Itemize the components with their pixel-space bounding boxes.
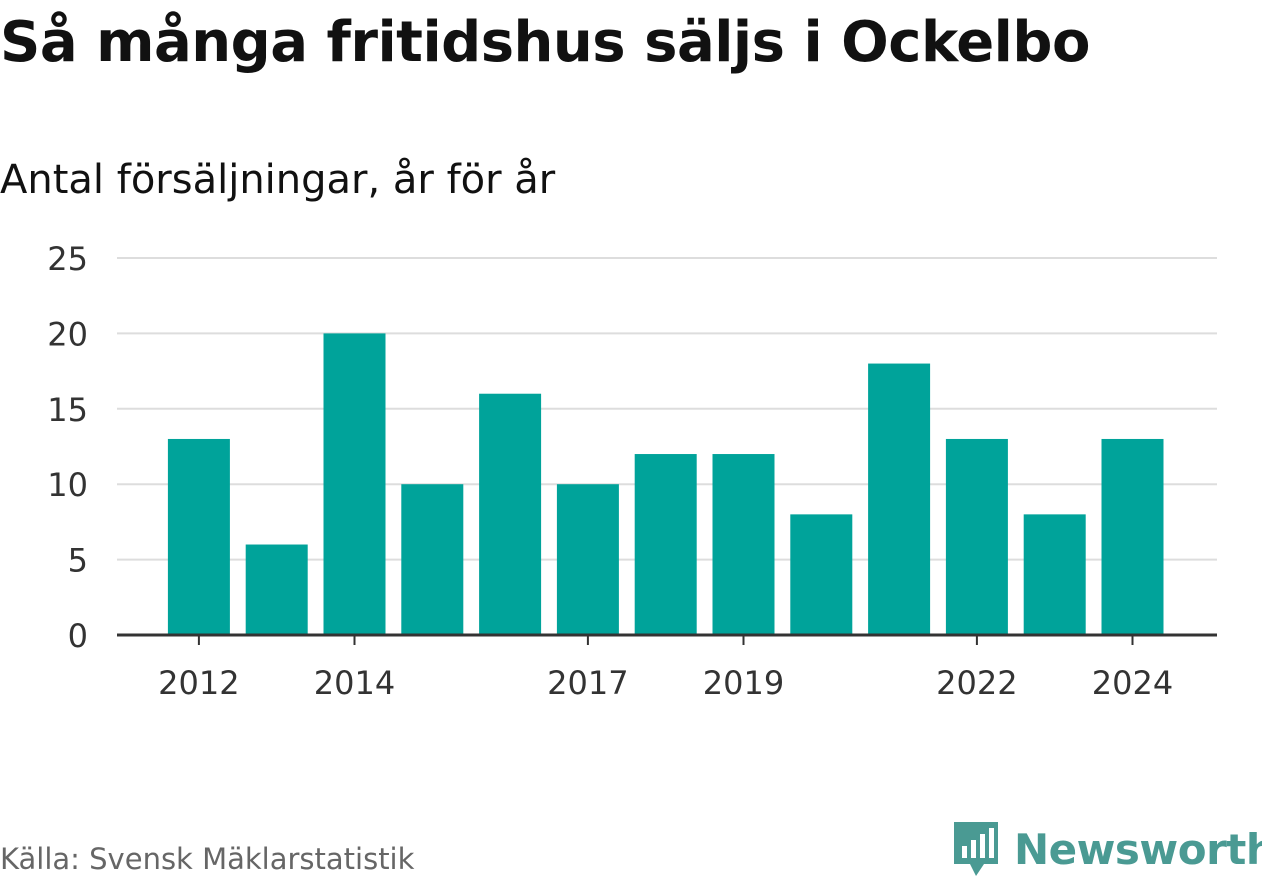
bar: [634, 454, 697, 635]
bar: [401, 484, 464, 635]
y-tick-label: 15: [47, 391, 88, 429]
bar: [1023, 514, 1086, 635]
y-tick-label: 0: [68, 617, 88, 655]
x-tick-label: 2022: [936, 664, 1017, 702]
bar: [245, 544, 308, 635]
bar: [790, 514, 853, 635]
bar: [167, 438, 230, 635]
axes: 0 5 10 15 20 25 2012 2014 2017 2019 2022 2024: [47, 240, 1217, 702]
y-tick-label: 10: [47, 466, 88, 504]
brand-logo: Newsworthy: [950, 818, 1262, 880]
x-tick-label: 2012: [158, 664, 239, 702]
bar: [556, 484, 619, 635]
bar: [1101, 438, 1164, 635]
brand-name: Newsworthy: [1014, 824, 1262, 874]
chart-subtitle: Antal försäljningar, år för år: [0, 157, 556, 203]
bar: [479, 393, 542, 635]
x-tick-label: 2014: [314, 664, 395, 702]
x-tick-label: 2019: [703, 664, 784, 702]
x-tick-label: 2017: [547, 664, 628, 702]
y-tick-label: 25: [47, 240, 88, 278]
bar: [323, 333, 386, 635]
bar: [712, 454, 775, 635]
bars: [167, 333, 1164, 635]
chart-title: Så många fritidshus säljs i Ockelbo: [0, 10, 1090, 75]
newsworthy-logo-icon: [954, 822, 998, 876]
bar: [945, 438, 1008, 635]
x-tick-label: 2024: [1092, 664, 1173, 702]
bar: [868, 363, 931, 635]
y-tick-label: 5: [68, 542, 88, 580]
y-tick-label: 20: [47, 315, 88, 353]
source-note: Källa: Svensk Mäklarstatistik: [0, 842, 415, 876]
